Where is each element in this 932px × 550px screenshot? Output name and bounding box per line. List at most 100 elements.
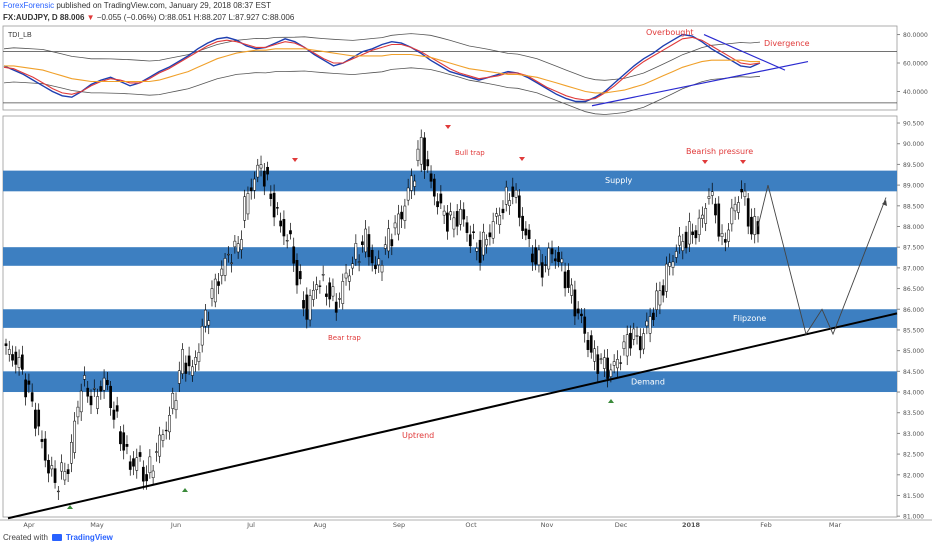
signal-line <box>3 36 761 101</box>
candle-up-body <box>442 210 446 216</box>
candle <box>612 354 616 374</box>
price-y-axis: 90.500 90.000 89.500 89.000 88.500 88.000 87.5… <box>897 121 924 521</box>
candle <box>168 406 171 440</box>
candle <box>488 224 492 246</box>
time-tick-label: Aug <box>314 521 327 529</box>
candle <box>459 200 462 231</box>
candle <box>540 254 544 287</box>
candle-up-body <box>194 357 197 365</box>
candle-up-body <box>498 215 502 225</box>
candle <box>550 240 554 264</box>
candle-up-body <box>243 196 247 221</box>
candle-down-body <box>684 231 688 249</box>
candle <box>567 263 570 293</box>
candle <box>547 242 551 276</box>
candle-down-body <box>606 357 609 379</box>
candle <box>262 163 266 196</box>
candle <box>11 345 14 367</box>
candle-up-body <box>671 261 675 268</box>
candle <box>426 150 430 173</box>
candle <box>370 244 374 272</box>
candle-up-body <box>17 357 21 368</box>
candle <box>56 485 60 501</box>
candle-up-body <box>213 278 217 303</box>
candle <box>472 223 475 240</box>
candle <box>315 276 318 299</box>
candle-down-body <box>629 332 632 349</box>
candle <box>501 200 505 220</box>
time-x-axis: Apr May Jun Jul Aug Sep Oct Nov Dec 2018 Feb Mar <box>23 521 841 529</box>
candle <box>158 426 162 464</box>
candle-up-body <box>697 217 701 235</box>
candle-down-body <box>429 173 433 182</box>
candle <box>30 383 34 407</box>
candle-up-body <box>220 268 224 276</box>
candle-down-body <box>524 228 528 236</box>
candle-down-body <box>439 193 443 204</box>
candle-down-body <box>99 386 103 392</box>
candle-up-body <box>63 471 67 481</box>
candle-up-body <box>678 235 681 246</box>
author-link[interactable]: ForexForensic <box>3 1 55 10</box>
candle-up-body <box>50 465 54 470</box>
rsi-line <box>3 33 761 103</box>
candle <box>635 326 639 345</box>
price-tick-label: 83.500 <box>903 410 924 417</box>
candle-up-body <box>331 286 335 297</box>
indicator-series: Overbought Divergence <box>3 28 897 115</box>
candle <box>622 335 626 356</box>
price-tick-label: 81.000 <box>903 514 924 521</box>
candle-down-body <box>40 439 44 442</box>
candle-down-body <box>563 271 567 289</box>
time-tick-label: Apr <box>23 521 35 529</box>
candle-down-body <box>517 195 521 218</box>
candle-down-body <box>302 300 305 309</box>
time-tick-label: Feb <box>760 521 772 529</box>
candle <box>645 312 649 335</box>
candle <box>468 225 472 254</box>
time-tick-label: Jul <box>246 521 255 529</box>
candle-up-body <box>609 369 613 377</box>
candle <box>357 254 361 272</box>
symbol-name[interactable]: FX:AUDJPY, D <box>3 13 58 22</box>
indicator-title[interactable]: TDI_LB <box>8 32 32 39</box>
candle <box>135 448 139 479</box>
candle <box>207 311 211 335</box>
tradingview-brand[interactable]: TradingView <box>65 533 113 542</box>
candle <box>406 178 410 206</box>
candle-down-body <box>43 438 47 461</box>
candle-down-body <box>145 474 148 482</box>
down-arrow-icon <box>740 160 746 164</box>
candle <box>723 232 727 252</box>
candle-down-body <box>596 354 600 374</box>
candle-down-body <box>652 312 655 321</box>
candle <box>694 225 698 245</box>
time-tick-label: Mar <box>829 521 842 529</box>
price-tick-label: 86.500 <box>903 286 924 293</box>
candle <box>586 332 590 358</box>
candle-down-body <box>289 230 292 235</box>
tradingview-logo-icon[interactable] <box>51 534 62 541</box>
candle-up-body <box>648 316 652 334</box>
candle <box>128 455 132 476</box>
demand-label: Demand <box>631 377 665 386</box>
candle-up-body <box>197 352 201 362</box>
candle <box>524 221 528 241</box>
candle <box>750 208 753 240</box>
candle <box>625 325 629 366</box>
candle-up-body <box>602 357 606 369</box>
candle <box>589 330 593 359</box>
candle <box>514 183 518 204</box>
candle-up-body <box>191 366 194 376</box>
up-arrow-icon <box>182 488 188 492</box>
candle-down-body <box>24 379 27 398</box>
price-tick-label: 85.500 <box>903 327 924 334</box>
candle <box>478 231 482 271</box>
candle-down-body <box>128 461 132 470</box>
candle-down-body <box>106 380 109 385</box>
zone-band <box>3 309 897 328</box>
candle-down-body <box>531 253 534 263</box>
projection-path <box>757 184 887 336</box>
candle <box>570 278 573 304</box>
